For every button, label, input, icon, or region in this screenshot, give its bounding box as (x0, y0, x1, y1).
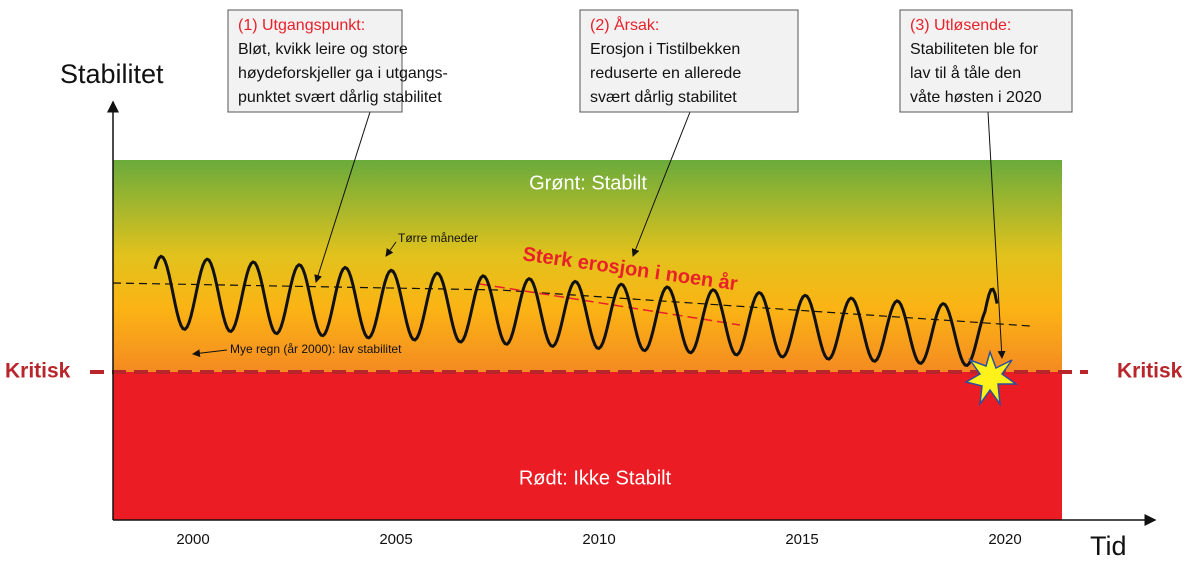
callout-title: (2) Årsak: (590, 15, 659, 34)
callout-text: Bløt, kvikk leire og store (238, 41, 408, 58)
callout-title: (3) Utløsende: (910, 17, 1011, 34)
arrow (192, 349, 228, 358)
x-tick-label: 2005 (379, 531, 412, 548)
stable-zone (113, 160, 1062, 372)
erosion-line (479, 283, 741, 326)
x-tick-label: 2000 (176, 531, 209, 548)
callout-text: Erosjon i Tistilbekken (590, 41, 740, 58)
x-tick-label: 2010 (582, 531, 615, 548)
annotation: Mye regn (år 2000): lav stabilitet (230, 342, 402, 356)
x-tick-label: 2015 (785, 531, 818, 548)
trigger-burst (964, 349, 1019, 407)
x-tick-label: 2020 (988, 531, 1021, 548)
callout-box (227, 9, 403, 113)
x-axis-label: Tid (1090, 531, 1127, 561)
callout-title: (1) Utgangspunkt: (238, 17, 365, 34)
callout-text: svært dårlig stabilitet (590, 88, 737, 106)
callout-text: lav til å tåle den (910, 64, 1021, 82)
arrow (385, 241, 397, 257)
callout-text: våte høsten i 2020 (910, 88, 1042, 106)
zone-label: Grønt: Stabilt (529, 172, 647, 194)
callout-box (579, 9, 799, 113)
callout-text: høydeforskjeller ga i utgangs- (238, 65, 448, 82)
y-axis-label: Stabilitet (60, 59, 164, 89)
callout-text: punktet svært dårlig stabilitet (238, 88, 442, 106)
zone-label: Rødt: Ikke Stabilt (519, 467, 672, 489)
callout-box (899, 9, 1073, 113)
trend-line (112, 282, 1031, 327)
arrow (314, 111, 371, 283)
callout-text: reduserte en allerede (590, 65, 741, 82)
critical-label: Kritisk (1117, 360, 1183, 383)
callout-text: Stabiliteten ble for (910, 41, 1039, 58)
stability-curve (153, 254, 999, 368)
critical-label: Kritisk (5, 360, 71, 383)
annotation: Tørre måneder (398, 231, 478, 245)
arrow (631, 111, 691, 257)
unstable-zone (113, 372, 1062, 520)
arrow (987, 111, 1006, 359)
